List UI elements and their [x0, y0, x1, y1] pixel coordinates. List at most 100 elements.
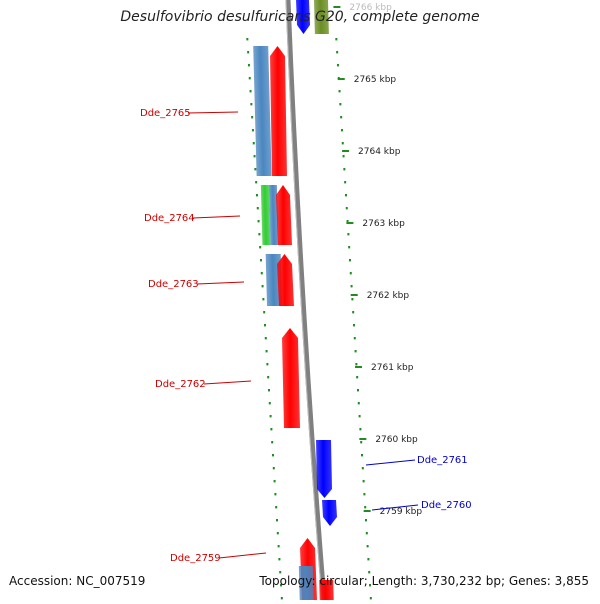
gene-leader-line	[218, 552, 267, 559]
ruler-tick	[342, 150, 350, 152]
left-guide-dot	[251, 129, 254, 132]
right-guide-dot	[354, 350, 357, 353]
ruler-tick-label: 2761 kbp	[371, 363, 414, 373]
genome-backbone-highlight	[285, 0, 323, 601]
left-guide-dot	[252, 142, 255, 145]
left-guide-dot	[247, 64, 250, 67]
gene-label: Dde_2765	[140, 108, 191, 119]
left-guide-dot	[262, 298, 265, 301]
right-guide-dot	[365, 532, 368, 535]
left-guide-dot	[254, 168, 257, 171]
gene-feature-bottom-locus	[298, 566, 314, 600]
left-guide-dot	[256, 207, 259, 210]
right-guide-dot	[355, 363, 358, 366]
right-guide-dot	[350, 285, 353, 288]
left-guide-dot	[277, 545, 280, 548]
left-guide-dot	[264, 337, 267, 340]
right-guide-dot	[367, 558, 370, 561]
gene-leader-line	[203, 380, 252, 385]
right-guide-dot	[336, 51, 339, 54]
gene-feature-top-olive	[314, 0, 329, 34]
left-guide-dot	[255, 194, 258, 197]
left-guide-dot	[263, 311, 266, 314]
ruler-tick	[363, 510, 371, 512]
left-guide-dot	[271, 441, 274, 444]
ruler-tick	[346, 222, 354, 224]
ruler-tick-label: 2760 kbp	[375, 435, 418, 445]
right-guide-dot	[366, 545, 369, 548]
gene-feature-bottom-red	[319, 580, 334, 600]
right-guide-dot	[344, 181, 347, 184]
left-guide-dot	[259, 246, 262, 249]
right-guide-dot	[369, 584, 372, 587]
left-guide-dot	[276, 519, 279, 522]
gene-feature-top-blue	[296, 0, 310, 34]
ruler-tick	[333, 6, 341, 8]
right-guide-dot	[359, 428, 362, 431]
right-guide-dot	[352, 324, 355, 327]
right-guide-dot	[346, 220, 349, 223]
left-guide-dot	[271, 454, 274, 457]
gene-feature-dde2765-cds	[270, 46, 287, 176]
left-guide-dot	[258, 233, 261, 236]
left-guide-dot	[265, 350, 268, 353]
ruler-tick	[359, 438, 367, 440]
genome-summary-label: Topology: circular; Length: 3,730,232 bp…	[259, 574, 589, 588]
right-guide-dot	[349, 272, 352, 275]
genome-backbone	[285, 0, 327, 601]
left-guide-dot	[257, 220, 260, 223]
ruler-tick-label: 2759 kbp	[380, 507, 423, 517]
left-guide-dot	[278, 558, 281, 561]
gene-feature-dde2764-locus	[268, 185, 279, 245]
left-guide-dot	[267, 376, 270, 379]
left-guide-dot	[246, 38, 249, 41]
left-guide-dot	[259, 259, 262, 262]
right-guide-dot	[364, 506, 367, 509]
gene-leader-line	[365, 459, 416, 466]
right-guide-dot	[353, 337, 356, 340]
right-guide-dot	[352, 311, 355, 314]
right-guide-dot	[341, 142, 344, 145]
ruler-tick-label: 2762 kbp	[367, 291, 410, 301]
accession-label: Accession: NC_007519	[9, 574, 146, 588]
left-guide-dot	[247, 51, 250, 54]
right-guide-dot	[361, 467, 364, 470]
left-guide-dot	[279, 571, 282, 574]
right-guide-dot	[342, 155, 345, 158]
right-guide-dot	[360, 441, 363, 444]
right-guide-dot	[363, 493, 366, 496]
gene-label: Dde_2763	[148, 279, 199, 290]
gene-feature-dde2761-cds	[316, 440, 332, 498]
left-guide-dot	[268, 402, 271, 405]
gene-leader-line	[187, 111, 239, 114]
gene-label: Dde_2759	[170, 553, 221, 564]
right-guide-dot	[369, 597, 372, 600]
left-guide-dot	[249, 90, 252, 93]
right-guide-dot	[356, 376, 359, 379]
left-guide-dot	[263, 324, 266, 327]
ruler-tick	[350, 294, 358, 296]
genome-title: Desulfovibrio desulfuricans G20, complet…	[120, 9, 480, 25]
right-guide-dot	[348, 246, 351, 249]
right-guide-dot	[335, 38, 338, 41]
left-guide-dot	[261, 285, 264, 288]
left-guide-dot	[255, 181, 258, 184]
right-guide-dot	[362, 480, 365, 483]
left-guide-dot	[250, 103, 253, 106]
left-guide-dot	[275, 506, 278, 509]
right-guide-dot	[340, 129, 343, 132]
left-guide-dot	[266, 363, 269, 366]
ruler-tick-label: 2764 kbp	[358, 147, 401, 157]
right-guide-dot	[348, 259, 351, 262]
right-guide-dot	[345, 207, 348, 210]
gene-label: Dde_2760	[421, 500, 472, 511]
gene-label: Dde_2762	[155, 379, 206, 390]
gene-feature-dde2764-cds	[276, 185, 292, 245]
right-guide-dot	[358, 415, 361, 418]
right-guide-dot	[340, 116, 343, 119]
gene-feature-dde2760-cds	[322, 500, 337, 526]
gene-label: Dde_2764	[144, 213, 195, 224]
right-guide-dot	[338, 90, 341, 93]
